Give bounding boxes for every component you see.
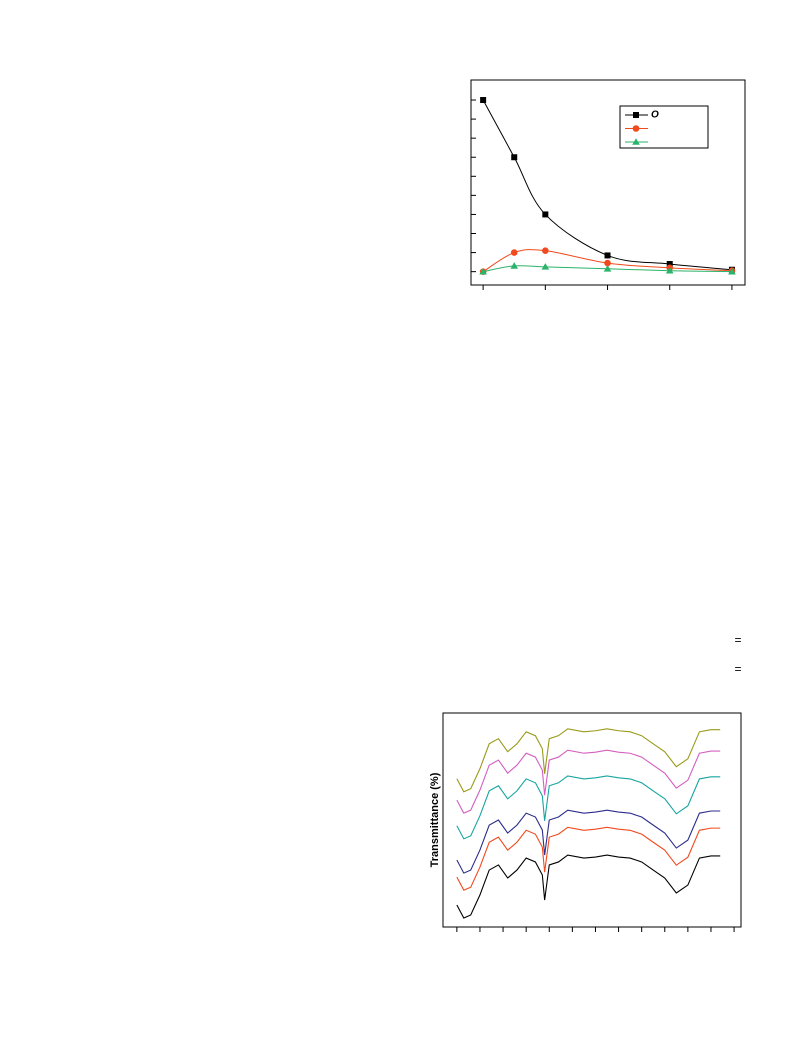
- legend-marker: [632, 125, 640, 132]
- marker: [542, 211, 549, 218]
- plot-frame: [442, 712, 742, 928]
- marker: [480, 97, 487, 104]
- chart: Transmittance (%): [429, 712, 742, 932]
- marker: [511, 154, 518, 161]
- y-axis-label: Transmittance (%): [429, 772, 441, 867]
- legend-label: O: [651, 110, 659, 121]
- series-line: [456, 809, 721, 874]
- marker: [510, 262, 519, 269]
- marker: [728, 267, 736, 275]
- equation-sign: =: [734, 633, 741, 647]
- legend-marker: [633, 112, 639, 118]
- equation-sign: =: [734, 662, 741, 676]
- marker: [479, 267, 487, 275]
- marker: [665, 266, 674, 274]
- series-line: [456, 775, 721, 840]
- marker: [604, 252, 611, 259]
- marker: [542, 247, 549, 254]
- series-line: [456, 749, 721, 814]
- legend-marker: [632, 138, 640, 145]
- series-line: [456, 728, 721, 793]
- marker: [603, 264, 612, 272]
- marker: [604, 259, 611, 267]
- marker: [510, 249, 518, 256]
- series-line: [456, 826, 721, 891]
- series-line: [456, 854, 721, 919]
- chart: O: [470, 79, 746, 290]
- marker: [541, 263, 550, 270]
- marker: [666, 261, 673, 268]
- series-line: [483, 265, 732, 273]
